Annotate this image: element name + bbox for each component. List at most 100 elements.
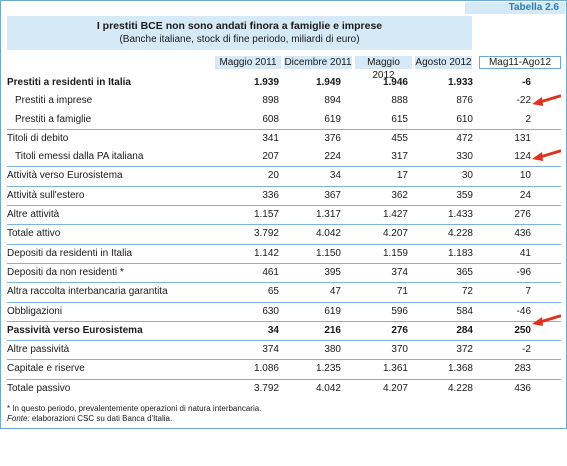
table-cell: 47 bbox=[329, 286, 341, 298]
table-cell: 207 bbox=[262, 151, 279, 163]
table-cell: 2 bbox=[525, 113, 531, 125]
table-cell: 380 bbox=[324, 344, 341, 356]
table-cell: 24 bbox=[519, 189, 531, 201]
row-label: Depositi da non residenti * bbox=[7, 266, 124, 278]
table-cell: 283 bbox=[514, 363, 531, 375]
red-arrow-icon bbox=[531, 313, 562, 327]
row-label: Attività verso Eurosistema bbox=[7, 170, 123, 182]
table-cell: 41 bbox=[519, 247, 531, 259]
table-cell: 3.792 bbox=[253, 382, 279, 394]
table-cell: 619 bbox=[324, 113, 341, 125]
table-cell: 131 bbox=[514, 132, 531, 144]
table-cell: 367 bbox=[324, 189, 341, 201]
table-row: Capitale e riserve 1.086 1.235 1.361 1.368 28… bbox=[7, 359, 561, 378]
table-row: Depositi da residenti in Italia 1.142 1.15… bbox=[7, 243, 561, 263]
table-cell: 1.946 bbox=[382, 77, 408, 88]
table-cell: 1.183 bbox=[447, 247, 473, 259]
column-header-maggio-2012: Maggio 2012 bbox=[355, 56, 412, 81]
column-header-change: Mag11-Ago12 bbox=[479, 56, 561, 69]
table-row: Altre attività 1.157 1.317 1.427 1.433 276 bbox=[7, 205, 561, 224]
table-number: Tabella 2.6 bbox=[508, 2, 559, 13]
table-cell: 461 bbox=[262, 266, 279, 278]
title-box: I prestiti BCE non sono andati finora a … bbox=[7, 16, 472, 50]
row-label: Passività verso Eurosistema bbox=[7, 324, 143, 336]
table-cell: 284 bbox=[456, 324, 473, 336]
table-cell: 317 bbox=[391, 151, 408, 163]
table-cell: 30 bbox=[461, 170, 473, 182]
row-label: Totale attivo bbox=[7, 228, 61, 240]
table-cell: 216 bbox=[324, 324, 341, 336]
table-cell: 336 bbox=[262, 189, 279, 201]
table-cell: 1.159 bbox=[382, 247, 408, 259]
table-cell: 7 bbox=[525, 286, 531, 298]
table-cell: 610 bbox=[456, 113, 473, 125]
table-cell: 10 bbox=[519, 170, 531, 182]
table-cell: 276 bbox=[391, 324, 408, 336]
red-arrow-icon bbox=[531, 93, 562, 107]
table-cell: 436 bbox=[514, 382, 531, 394]
table-cell: 1.368 bbox=[447, 363, 473, 375]
table-cell: 341 bbox=[262, 132, 279, 144]
table-cell: 370 bbox=[391, 344, 408, 356]
source-note: Fonte: elaborazioni CSC su dati Banca d'… bbox=[7, 414, 261, 424]
row-label: Altre attività bbox=[7, 209, 60, 221]
table-cell: 472 bbox=[456, 132, 473, 144]
table-row: Prestiti a imprese 898 894 888 876 -22 bbox=[7, 92, 561, 110]
table-cell: 4.042 bbox=[315, 228, 341, 240]
table-title: I prestiti BCE non sono andati finora a … bbox=[96, 20, 383, 32]
table-cell: 374 bbox=[391, 266, 408, 278]
table-row: Attività verso Eurosistema 20 34 17 30 10 bbox=[7, 166, 561, 185]
table-cell: 1.317 bbox=[315, 209, 341, 221]
table-cell: 395 bbox=[324, 266, 341, 278]
table-cell: -46 bbox=[516, 305, 531, 317]
table-cell: 372 bbox=[456, 344, 473, 356]
table-cell: 34 bbox=[267, 324, 279, 336]
table-cell: 250 bbox=[514, 324, 531, 336]
column-header-agosto-2012: Agosto 2012 bbox=[415, 56, 472, 69]
source-text: elaborazioni CSC su dati Banca d'Italia. bbox=[29, 414, 173, 423]
table-frame: Tabella 2.6 I prestiti BCE non sono anda… bbox=[0, 0, 567, 429]
table-cell: 894 bbox=[324, 95, 341, 107]
table-cell: 3.792 bbox=[253, 228, 279, 240]
row-label: Totale passivo bbox=[7, 382, 71, 394]
table-cell: 65 bbox=[267, 286, 279, 298]
table-cell: 1.427 bbox=[382, 209, 408, 221]
table-cell: 615 bbox=[391, 113, 408, 125]
table-cell: 365 bbox=[456, 266, 473, 278]
source-label: Fonte: bbox=[7, 414, 30, 423]
row-label: Titoli di debito bbox=[7, 132, 69, 144]
row-label: Titoli emessi dalla PA italiana bbox=[15, 151, 144, 163]
table-cell: 330 bbox=[456, 151, 473, 163]
table-cell: 4.207 bbox=[382, 382, 408, 394]
row-label: Capitale e riserve bbox=[7, 363, 85, 375]
table-row: Titoli emessi dalla PA italiana 207 224 317… bbox=[7, 148, 561, 166]
table-cell: 17 bbox=[396, 170, 408, 182]
table-cell: 20 bbox=[267, 170, 279, 182]
table-cell: -2 bbox=[522, 344, 531, 356]
row-label: Prestiti a imprese bbox=[15, 95, 93, 107]
table-cell: 1.086 bbox=[253, 363, 279, 375]
table-row: Prestiti a famiglie 608 619 615 610 2 bbox=[7, 111, 561, 129]
table-cell: 1.939 bbox=[253, 77, 279, 88]
table-body: Prestiti a residenti in Italia 1.939 1.949… bbox=[7, 74, 561, 398]
table-cell: 124 bbox=[514, 151, 531, 163]
row-label: Obbligazioni bbox=[7, 305, 63, 317]
table-row: Altra raccolta interbancaria garantita 65… bbox=[7, 282, 561, 301]
table-cell: 1.142 bbox=[253, 247, 279, 259]
table-cell: 359 bbox=[456, 189, 473, 201]
row-label: Attività sull'estero bbox=[7, 189, 85, 201]
table-cell: 4.228 bbox=[447, 382, 473, 394]
table-cell: 1.361 bbox=[382, 363, 408, 375]
footnotes: * In questo periodo, prevalentemente ope… bbox=[7, 404, 261, 424]
column-header-maggio-2011: Maggio 2011 bbox=[215, 56, 281, 69]
table-cell: -6 bbox=[522, 77, 531, 88]
table-cell: 898 bbox=[262, 95, 279, 107]
table-row: Prestiti a residenti in Italia 1.939 1.949… bbox=[7, 74, 561, 92]
column-header-dicembre-2011: Dicembre 2011 bbox=[284, 56, 352, 69]
table-cell: 1.433 bbox=[447, 209, 473, 221]
table-cell: 888 bbox=[391, 95, 408, 107]
table-cell: 71 bbox=[396, 286, 408, 298]
table-cell: -96 bbox=[516, 266, 531, 278]
table-cell: 374 bbox=[262, 344, 279, 356]
row-label: Depositi da residenti in Italia bbox=[7, 247, 133, 259]
